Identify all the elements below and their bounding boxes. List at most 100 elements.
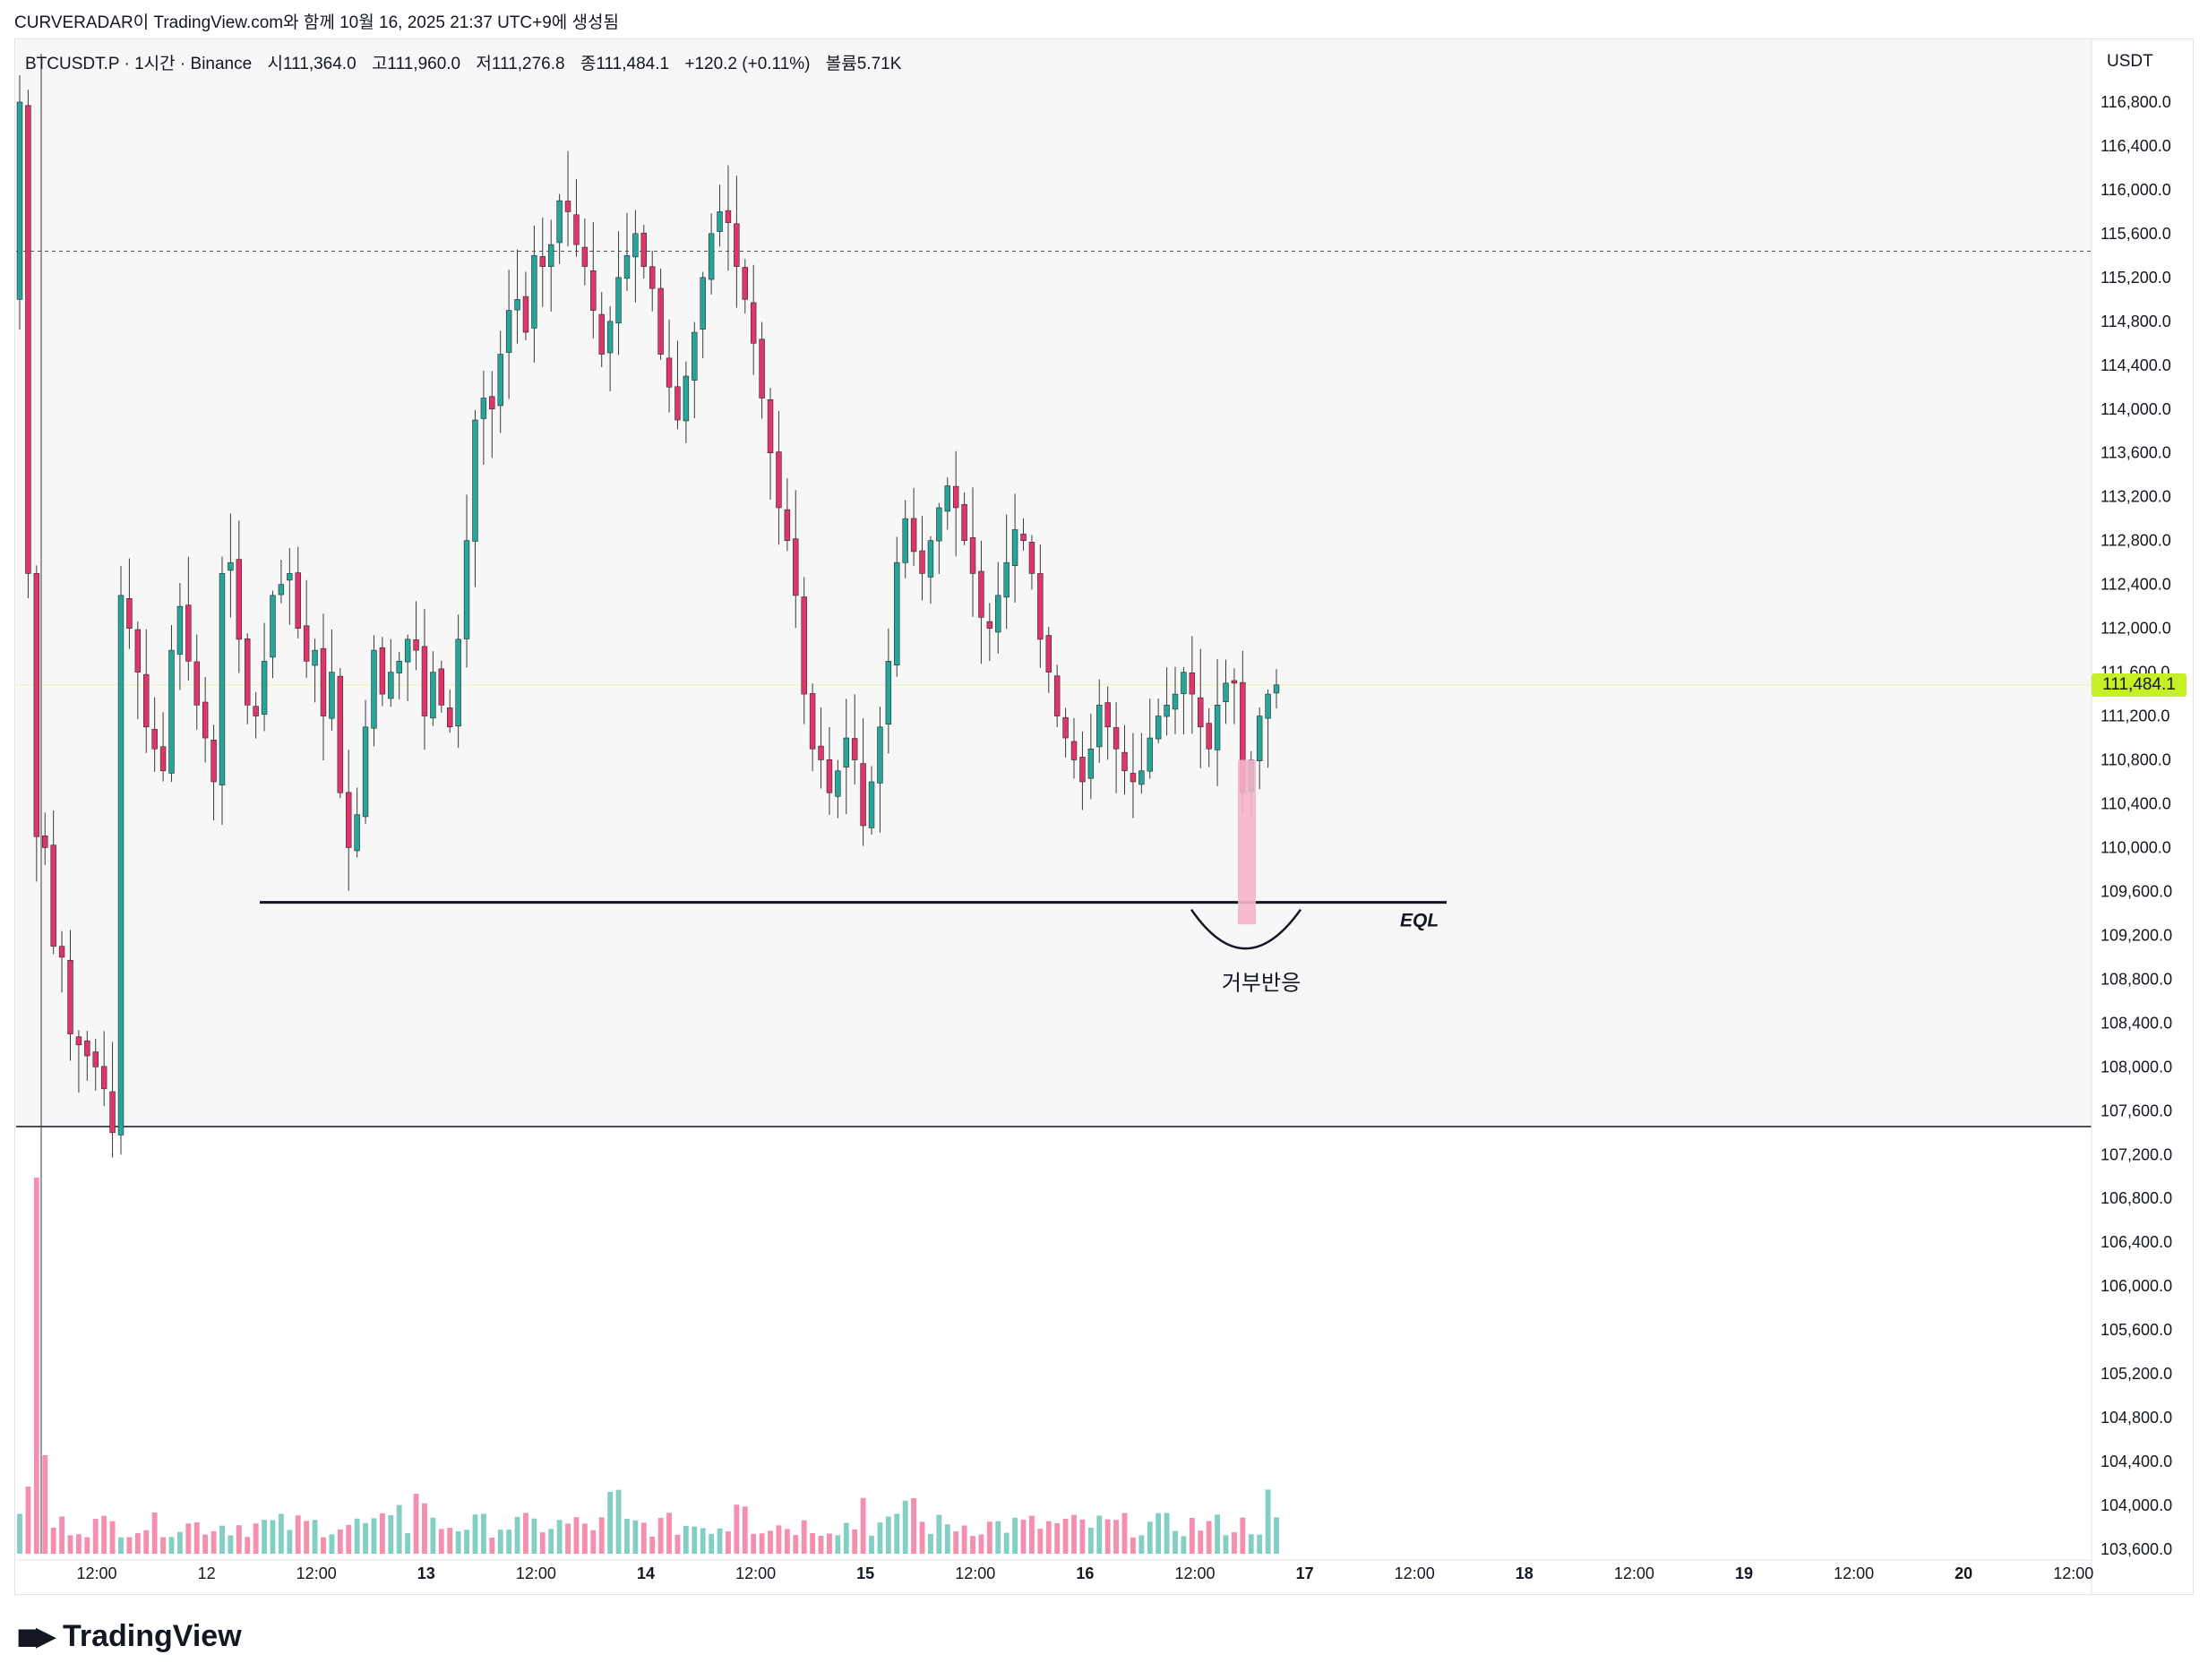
volume-bar: [262, 1520, 267, 1554]
volume-bar: [50, 1527, 56, 1554]
price-tick-label: 104,000.0: [2101, 1496, 2172, 1514]
volume-bar: [1147, 1521, 1153, 1554]
volume-bar: [1265, 1489, 1271, 1554]
price-tick-label: 103,600.0: [2101, 1540, 2172, 1558]
volume-bar: [607, 1491, 614, 1554]
volume-bar: [270, 1520, 276, 1554]
candle-up: [717, 211, 723, 232]
candle-down: [379, 647, 386, 695]
candle-up: [683, 375, 690, 422]
volume-bar: [624, 1519, 630, 1554]
volume-bar: [1003, 1532, 1009, 1554]
volume-bar: [827, 1533, 832, 1554]
volume-bar: [1087, 1527, 1094, 1554]
volume-bar: [67, 1535, 73, 1554]
symbol-legend: BTCUSDT.P · 1시간 · Binance 시111,364.0 고11…: [25, 50, 912, 74]
candle-down: [303, 625, 310, 662]
volume-bar: [42, 1455, 48, 1554]
price-tick-label: 114,400.0: [2101, 356, 2171, 374]
candle-down: [860, 763, 866, 827]
candle-down: [337, 675, 344, 793]
currency-label[interactable]: USDT: [2107, 52, 2153, 71]
candle-down: [522, 296, 529, 333]
volume-bar: [17, 1513, 22, 1554]
candle-up: [505, 310, 512, 353]
candle-up: [1181, 672, 1187, 694]
tradingview-logo[interactable]: ◼▶ TradingView: [16, 1619, 242, 1654]
price-tick-label: 104,800.0: [2101, 1409, 2172, 1427]
candle-down: [767, 399, 774, 454]
candle-up: [362, 726, 369, 818]
volume-bar: [556, 1520, 563, 1554]
candle-down: [573, 214, 580, 245]
candle-up: [117, 595, 125, 1136]
volume-bar: [143, 1530, 150, 1554]
candle-up: [1265, 693, 1271, 719]
symbol-name[interactable]: BTCUSDT.P · 1시간 · Binance: [25, 55, 253, 73]
candle-down: [1206, 723, 1212, 750]
time-tick-label: 12:00: [2053, 1564, 2093, 1582]
candle-up: [1256, 716, 1263, 762]
candle-up: [472, 419, 478, 542]
candle-up: [1223, 682, 1229, 703]
price-tick-label: 106,800.0: [2101, 1189, 2172, 1207]
volume-bar: [843, 1522, 849, 1554]
volume-bar: [649, 1536, 656, 1554]
price-tick-label: 115,200.0: [2101, 269, 2171, 287]
volume-bar: [894, 1513, 900, 1554]
volume-bar: [734, 1504, 740, 1554]
volume-bar: [1037, 1529, 1044, 1554]
volume-bar: [970, 1536, 975, 1554]
candle-up: [463, 540, 470, 639]
candle-down: [421, 646, 428, 716]
candle-down: [1020, 533, 1027, 541]
volume-bar: [674, 1534, 681, 1554]
volume-bar: [151, 1513, 158, 1554]
volume-bar: [793, 1535, 799, 1554]
volume-bar: [126, 1537, 133, 1554]
time-tick-label: 12: [198, 1564, 216, 1582]
volume-bar: [1113, 1520, 1120, 1554]
candle-up: [927, 540, 934, 578]
volume-bar: [1257, 1534, 1263, 1554]
volume-bar: [565, 1523, 571, 1554]
candle-down: [202, 701, 209, 739]
candle-down: [657, 287, 664, 355]
volume-bar: [346, 1524, 352, 1554]
volume-bar: [92, 1519, 99, 1554]
volume-bar: [464, 1530, 469, 1554]
price-tick-label: 107,200.0: [2101, 1145, 2172, 1163]
volume-bar: [657, 1517, 664, 1554]
volume-bar: [902, 1500, 908, 1554]
volume-bar: [709, 1533, 715, 1554]
candle-up: [1011, 529, 1018, 566]
volume-bar: [995, 1521, 1001, 1554]
volume-bar: [59, 1516, 64, 1554]
price-tick-label: 108,400.0: [2101, 1014, 2172, 1032]
volume-bar: [379, 1513, 385, 1554]
candle-up: [1172, 693, 1179, 710]
volume-bar: [304, 1521, 310, 1554]
candle-down: [725, 210, 732, 223]
candle-up: [388, 672, 394, 699]
price-tick-label: 110,800.0: [2101, 751, 2171, 769]
candle-down: [539, 256, 546, 267]
candle-up: [606, 321, 614, 354]
volume-bar: [548, 1529, 554, 1554]
candle-up: [995, 595, 1001, 633]
volume-bar: [944, 1524, 950, 1554]
volume-bar: [25, 1487, 31, 1554]
volume-bar: [1156, 1513, 1162, 1554]
candle-down: [1062, 716, 1069, 739]
candle-up: [1214, 705, 1221, 750]
rejection-highlight-box: [1238, 759, 1256, 925]
volume-bar: [168, 1537, 175, 1554]
candle-down: [25, 105, 31, 574]
candle-up: [700, 277, 706, 330]
candle-up: [877, 726, 883, 784]
volume-bar: [1173, 1530, 1178, 1554]
candle-up: [329, 672, 335, 719]
time-tick-label: 18: [1516, 1564, 1534, 1582]
volume-bar: [961, 1525, 967, 1554]
